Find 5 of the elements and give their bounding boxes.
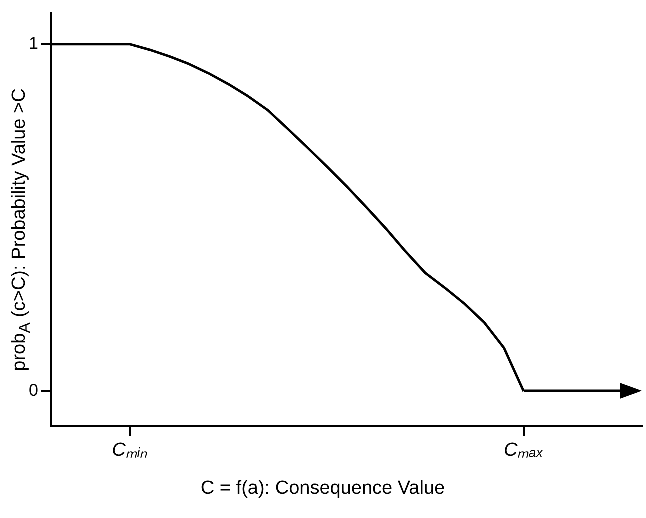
x-tick-label: Cₘᵢₙ bbox=[112, 440, 148, 461]
x-axis-title: C = f(a): Consequence Value bbox=[200, 478, 446, 500]
y-tick-label: 1 bbox=[28, 34, 38, 54]
y-tick-label: 0 bbox=[28, 381, 38, 400]
x-tick-label: Cₘₐₓ bbox=[504, 440, 544, 461]
